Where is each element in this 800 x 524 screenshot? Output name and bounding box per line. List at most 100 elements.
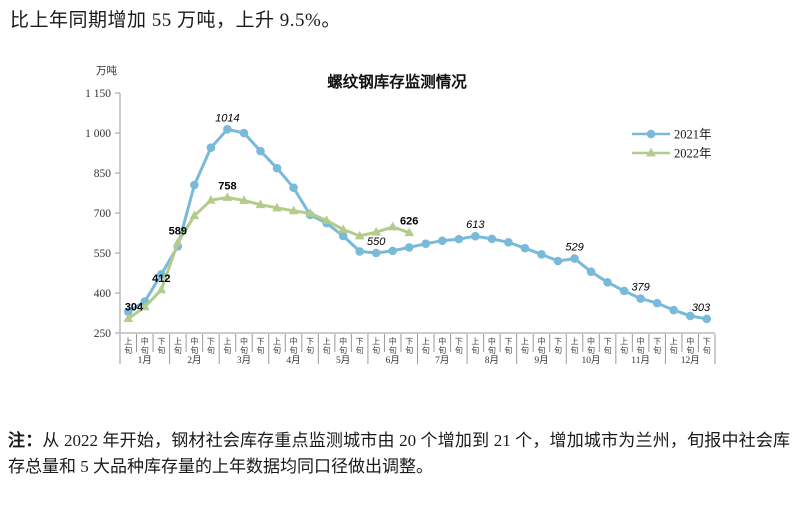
- svg-text:旬: 旬: [141, 345, 149, 355]
- data-point-marker: [404, 227, 415, 237]
- svg-text:旬: 旬: [405, 345, 413, 355]
- svg-text:旬: 旬: [653, 345, 661, 355]
- svg-text:8月: 8月: [485, 355, 499, 366]
- svg-text:旬: 旬: [571, 345, 579, 355]
- data-point-marker: [222, 192, 233, 201]
- data-point-marker: [553, 256, 563, 266]
- data-point-marker: [537, 250, 546, 259]
- data-point-marker: [603, 278, 612, 287]
- svg-text:上: 上: [174, 337, 182, 346]
- data-point-label: 550: [367, 236, 386, 248]
- data-point-marker: [239, 195, 249, 204]
- svg-text:1 000: 1 000: [85, 128, 111, 140]
- data-point-marker: [371, 248, 381, 258]
- svg-text:旬: 旬: [471, 345, 479, 355]
- data-point-marker: [256, 146, 265, 156]
- svg-text:旬: 旬: [537, 345, 545, 355]
- data-point-marker: [223, 124, 232, 134]
- legend-marker-circle-icon: [646, 129, 656, 139]
- svg-text:1 150: 1 150: [85, 88, 111, 100]
- svg-text:旬: 旬: [256, 345, 264, 355]
- svg-text:旬: 旬: [604, 345, 612, 355]
- svg-text:旬: 旬: [124, 345, 132, 355]
- svg-text:中: 中: [438, 336, 446, 346]
- legend-label: 2021年: [674, 128, 712, 142]
- svg-text:旬: 旬: [504, 345, 512, 355]
- legend: 2021年 2022年: [632, 128, 712, 161]
- svg-text:旬: 旬: [389, 345, 397, 355]
- data-point-marker: [504, 238, 513, 247]
- svg-text:中: 中: [339, 336, 347, 346]
- svg-text:4月: 4月: [286, 355, 300, 366]
- data-point-marker: [669, 305, 678, 315]
- svg-text:旬: 旬: [521, 345, 529, 355]
- data-point-marker: [338, 224, 348, 233]
- svg-text:11月: 11月: [631, 355, 650, 366]
- svg-text:旬: 旬: [438, 345, 446, 355]
- series-2021年: 1014 550 613 529 379 303: [123, 112, 711, 324]
- svg-text:中: 中: [389, 336, 397, 346]
- svg-text:中: 中: [141, 336, 149, 346]
- svg-text:旬: 旬: [422, 345, 430, 355]
- data-point-marker: [520, 243, 530, 253]
- data-point-marker: [305, 208, 315, 217]
- svg-text:下: 下: [405, 337, 413, 346]
- y-axis-ticks: 250 400 550 700 850 1 000 1 150: [85, 88, 120, 340]
- svg-text:旬: 旬: [223, 345, 231, 355]
- svg-text:上: 上: [571, 337, 579, 346]
- svg-text:下: 下: [207, 337, 215, 346]
- data-point-marker: [123, 307, 133, 316]
- svg-text:旬: 旬: [240, 345, 248, 355]
- data-point-marker: [487, 234, 497, 244]
- data-point-marker: [421, 239, 431, 248]
- data-point-label: 303: [692, 302, 711, 314]
- svg-text:旬: 旬: [587, 345, 595, 355]
- svg-text:下: 下: [554, 337, 562, 346]
- data-point-marker: [685, 311, 695, 321]
- data-point-marker: [636, 294, 645, 303]
- svg-text:旬: 旬: [306, 345, 314, 355]
- svg-text:上: 上: [372, 337, 380, 346]
- svg-text:旬: 旬: [339, 345, 347, 355]
- x-axis-period-labels: 上旬中旬下旬上旬中旬下旬上旬中旬下旬上旬中旬下旬上旬中旬下旬上旬中旬下旬上旬中旬…: [124, 336, 710, 355]
- data-point-marker: [123, 313, 134, 322]
- legend-item-2022年: 2022年: [632, 147, 712, 161]
- data-point-marker: [388, 246, 398, 256]
- data-point-marker: [272, 163, 282, 173]
- svg-text:1月: 1月: [138, 355, 152, 366]
- data-point-marker: [255, 199, 266, 209]
- data-point-marker: [570, 254, 579, 263]
- svg-text:中: 中: [488, 336, 496, 346]
- data-point-label: 379: [631, 282, 649, 294]
- svg-text:下: 下: [703, 337, 711, 346]
- y-axis-unit-label: 万吨: [96, 64, 117, 77]
- legend-item-2021年: 2021年: [632, 128, 712, 142]
- data-point-marker: [190, 180, 199, 190]
- data-point-marker: [437, 236, 447, 246]
- svg-text:下: 下: [653, 337, 661, 346]
- data-point-marker: [156, 284, 167, 294]
- svg-text:旬: 旬: [323, 345, 331, 355]
- svg-text:下: 下: [306, 337, 314, 346]
- data-point-marker: [189, 210, 200, 220]
- data-point-marker: [272, 202, 282, 212]
- data-point-label: 613: [466, 219, 485, 231]
- svg-text:中: 中: [537, 336, 545, 346]
- svg-text:下: 下: [455, 337, 463, 346]
- chart-container: 螺纹钢库存监测情况 万吨 250 400 550 700 850 1 000 1 150 上旬中旬…: [0, 60, 800, 395]
- svg-text:5月: 5月: [336, 355, 350, 366]
- svg-text:旬: 旬: [273, 345, 281, 355]
- data-point-label: 412: [152, 273, 170, 285]
- data-point-marker: [321, 215, 332, 224]
- data-point-marker: [387, 221, 398, 231]
- data-point-marker: [355, 247, 364, 256]
- data-point-marker: [289, 183, 298, 192]
- data-point-marker: [239, 128, 249, 138]
- data-point-label: 304: [125, 302, 144, 314]
- svg-text:中: 中: [290, 336, 298, 346]
- svg-text:旬: 旬: [554, 345, 562, 355]
- data-point-label: 1014: [215, 112, 239, 124]
- data-point-marker: [586, 267, 596, 276]
- svg-text:上: 上: [273, 337, 281, 346]
- data-point-marker: [288, 205, 299, 215]
